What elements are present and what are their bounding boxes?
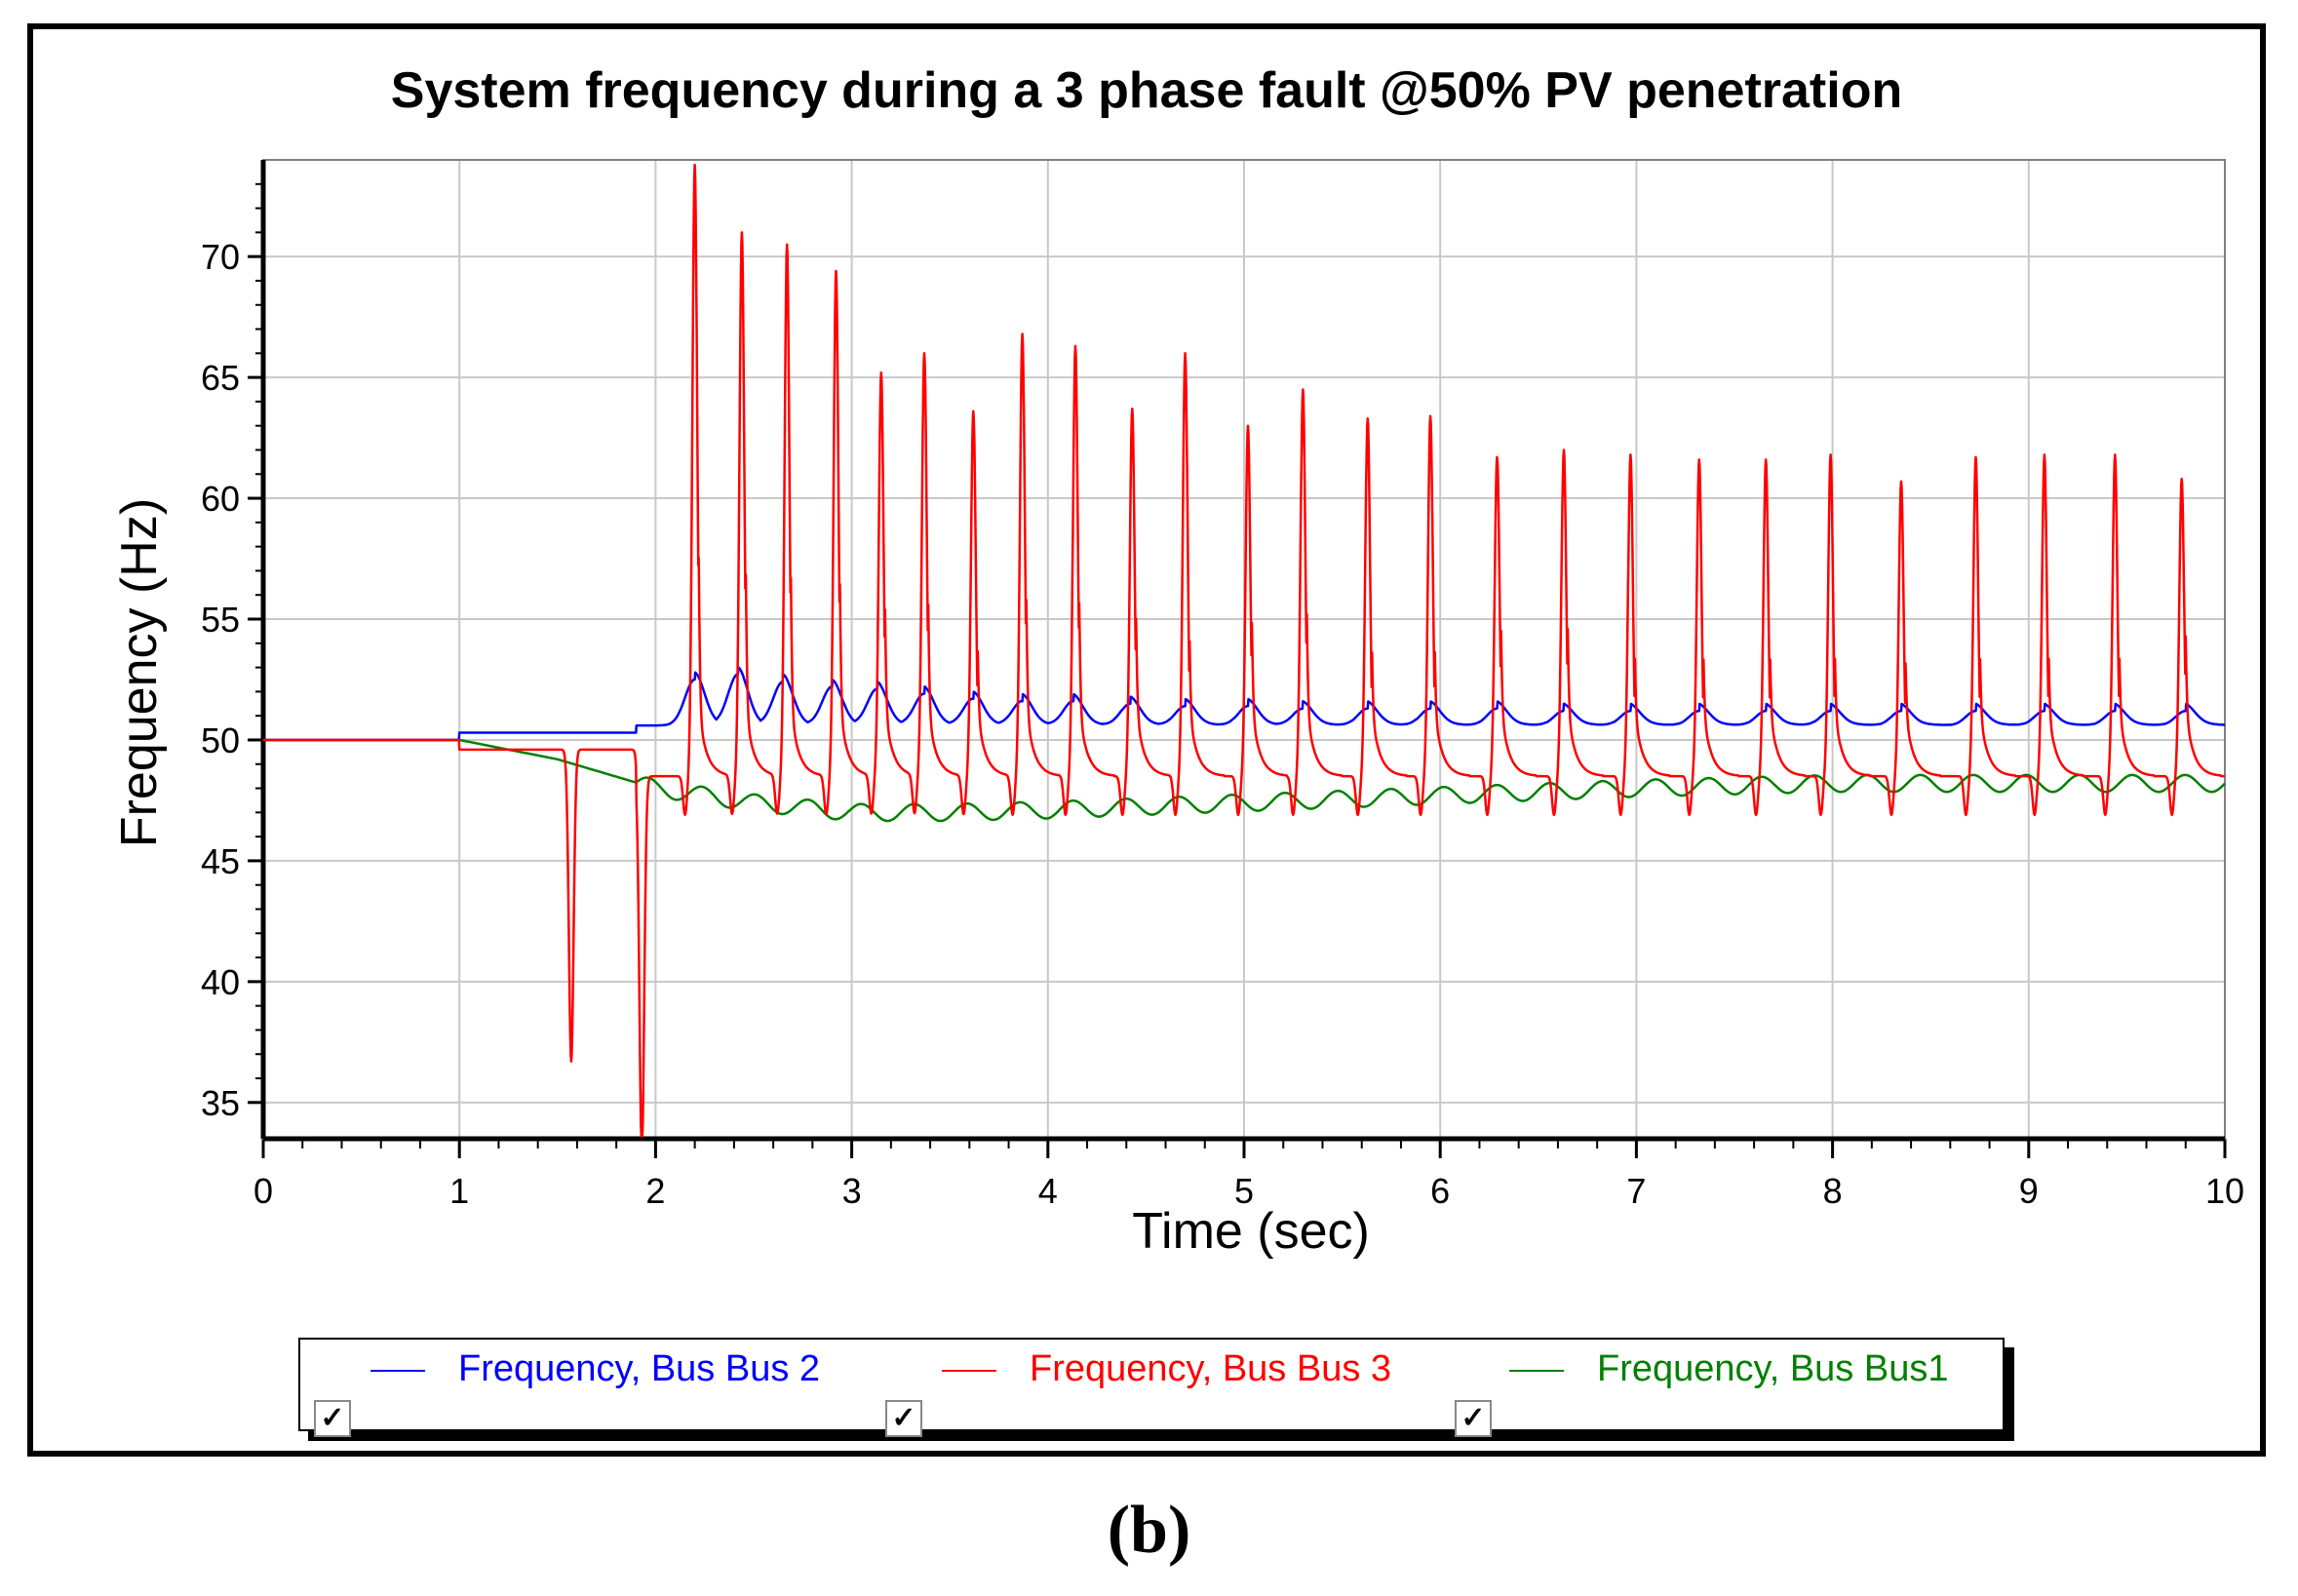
legend-checkbox-bus2[interactable]: ✓ <box>314 1400 351 1437</box>
x-tick-label: 5 <box>1234 1171 1254 1211</box>
x-tick-label: 0 <box>253 1171 273 1211</box>
series-layer <box>262 163 2226 1138</box>
legend-line-bus3 <box>942 1369 996 1372</box>
y-tick-label: 40 <box>201 962 240 1002</box>
y-tick-label: 60 <box>201 479 240 519</box>
chart-svg: System frequency during a 3 phase fault … <box>111 62 2244 1260</box>
axes <box>248 159 2227 1158</box>
y-tick-label: 45 <box>201 841 240 881</box>
legend-line-bus2 <box>370 1369 425 1372</box>
legend-checkbox-bus1[interactable]: ✓ <box>1455 1400 1492 1437</box>
y-tick-label: 55 <box>201 600 240 640</box>
legend-label-bus2: Frequency, Bus Bus 2 <box>458 1348 821 1389</box>
legend: Frequency, Bus Bus 2 Frequency, Bus Bus … <box>298 1338 2005 1437</box>
x-tick-label: 3 <box>842 1171 862 1211</box>
legend-item-bus1: Frequency, Bus Bus1 <box>1509 1349 1948 1388</box>
x-tick-label: 1 <box>449 1171 469 1211</box>
x-tick-label: 9 <box>2019 1171 2039 1211</box>
x-tick-label: 10 <box>2205 1171 2244 1211</box>
series-line-frequency-bus-bus1 <box>262 738 2226 823</box>
series-line-frequency-bus-bus-3 <box>262 163 2226 1138</box>
chart-title: System frequency during a 3 phase fault … <box>391 62 1902 119</box>
figure-caption: (b) <box>1107 1493 1191 1568</box>
x-tick-label: 8 <box>1823 1171 1843 1211</box>
x-tick-label: 2 <box>645 1171 665 1211</box>
legend-item-bus2: Frequency, Bus Bus 2 <box>370 1349 820 1388</box>
legend-line-bus1 <box>1509 1369 1564 1372</box>
x-tick-label: 4 <box>1038 1171 1058 1211</box>
x-axis-label: Time (sec) <box>1132 1203 1370 1260</box>
y-tick-label: 35 <box>201 1083 240 1123</box>
y-axis-label: Frequency (Hz) <box>111 498 168 847</box>
chart-frame: System frequency during a 3 phase fault … <box>27 23 2266 1457</box>
y-tick-label: 65 <box>201 358 240 398</box>
legend-checkbox-bus3[interactable]: ✓ <box>885 1400 922 1437</box>
x-tick-label: 7 <box>1626 1171 1646 1211</box>
legend-label-bus3: Frequency, Bus Bus 3 <box>1030 1348 1392 1389</box>
legend-label-bus1: Frequency, Bus Bus1 <box>1597 1348 1949 1389</box>
y-tick-label: 70 <box>201 237 240 277</box>
legend-item-bus3: Frequency, Bus Bus 3 <box>942 1349 1391 1388</box>
y-tick-label: 50 <box>201 720 240 760</box>
x-tick-label: 6 <box>1430 1171 1450 1211</box>
